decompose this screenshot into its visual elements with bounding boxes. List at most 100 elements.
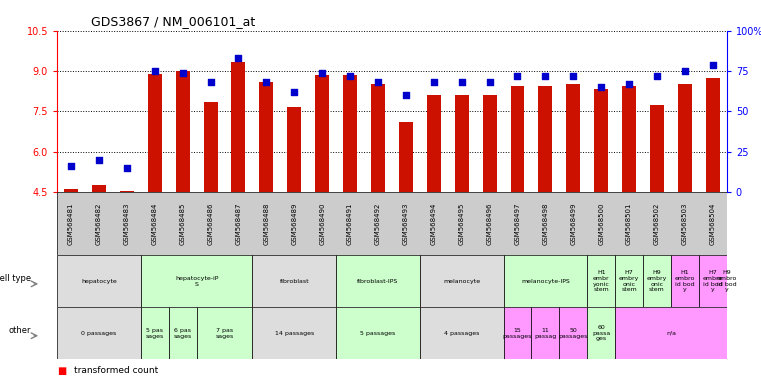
Text: GSM568495: GSM568495 (459, 202, 465, 245)
Text: 15
passages: 15 passages (503, 328, 532, 339)
Bar (57, 255, 141, 307)
Text: GSM568481: GSM568481 (68, 202, 74, 245)
Text: 14 passages: 14 passages (275, 331, 314, 336)
Text: GSM568493: GSM568493 (403, 202, 409, 245)
Text: GDS3867 / NM_006101_at: GDS3867 / NM_006101_at (91, 15, 255, 28)
Bar (371, 84, 385, 192)
Point (316, 70, 328, 76)
Point (707, 61, 719, 68)
Text: ■: ■ (57, 366, 66, 376)
Bar (141, 307, 169, 359)
Point (344, 73, 356, 79)
Point (177, 70, 189, 76)
Point (148, 68, 161, 74)
Text: 60
passa
ges: 60 passa ges (592, 325, 610, 341)
Text: GSM568498: GSM568498 (543, 202, 549, 245)
Text: GSM568501: GSM568501 (626, 202, 632, 245)
Text: 0 passages: 0 passages (81, 331, 116, 336)
Bar (587, 255, 615, 307)
Bar (671, 255, 699, 307)
Text: GSM568492: GSM568492 (375, 202, 381, 245)
Text: GSM568488: GSM568488 (263, 202, 269, 245)
Text: GSM568486: GSM568486 (208, 202, 214, 245)
Text: melanocyte-IPS: melanocyte-IPS (521, 279, 570, 284)
Text: H9
embry
onic
stem: H9 embry onic stem (647, 270, 667, 293)
Text: GSM568482: GSM568482 (96, 202, 102, 245)
Text: H1
embro
id bod
y: H1 embro id bod y (675, 270, 695, 293)
Bar (253, 307, 336, 359)
Bar (204, 102, 218, 192)
Bar (196, 307, 253, 359)
Point (623, 81, 635, 87)
Bar (92, 185, 106, 192)
Point (260, 79, 272, 85)
Bar (615, 307, 727, 359)
Bar (482, 95, 496, 192)
Bar (566, 84, 580, 192)
Bar (141, 255, 253, 307)
Bar (231, 62, 245, 192)
Bar (504, 255, 587, 307)
Text: fibroblast-IPS: fibroblast-IPS (358, 279, 399, 284)
Bar (420, 307, 504, 359)
Text: H1
embr
yonic
stem: H1 embr yonic stem (593, 270, 610, 293)
Point (428, 79, 440, 85)
Point (65, 163, 77, 169)
Bar (699, 255, 727, 307)
Bar (531, 307, 559, 359)
Text: GSM568485: GSM568485 (180, 202, 186, 245)
Bar (57, 307, 141, 359)
Text: H7
embry
onic
stem: H7 embry onic stem (619, 270, 639, 293)
Bar (119, 191, 134, 192)
Point (483, 79, 495, 85)
Bar (678, 84, 692, 192)
Text: 5 passages: 5 passages (361, 331, 396, 336)
Bar (427, 95, 441, 192)
Bar (420, 255, 504, 307)
Text: fibroblast: fibroblast (279, 279, 309, 284)
Point (456, 79, 468, 85)
Bar (587, 307, 615, 359)
Text: 50
passages: 50 passages (559, 328, 588, 339)
Bar (538, 86, 552, 192)
Point (567, 73, 579, 79)
Bar (288, 107, 301, 192)
Text: GSM568483: GSM568483 (124, 202, 130, 245)
Text: hepatocyte-iP
S: hepatocyte-iP S (175, 276, 218, 287)
Bar (315, 75, 329, 192)
Text: GSM568487: GSM568487 (235, 202, 241, 245)
Text: 7 pas
sages: 7 pas sages (215, 328, 234, 339)
Text: GSM568496: GSM568496 (486, 202, 492, 245)
Text: GSM568494: GSM568494 (431, 202, 437, 245)
Point (400, 92, 412, 98)
Bar (511, 86, 524, 192)
Bar (169, 307, 196, 359)
Point (651, 73, 663, 79)
Bar (622, 86, 636, 192)
Text: GSM568504: GSM568504 (710, 202, 716, 245)
Bar (559, 307, 587, 359)
Bar (615, 255, 643, 307)
Point (679, 68, 691, 74)
Point (288, 89, 301, 95)
Bar (336, 307, 420, 359)
Text: H7
embro
id bod
y: H7 embro id bod y (702, 270, 723, 293)
Text: GSM568484: GSM568484 (151, 202, 158, 245)
Bar (336, 255, 420, 307)
Point (121, 165, 133, 171)
Text: GSM568502: GSM568502 (654, 202, 660, 245)
Bar (504, 307, 531, 359)
Text: cell type: cell type (0, 274, 31, 283)
Text: other: other (9, 326, 31, 335)
Bar (650, 104, 664, 192)
Text: GSM568490: GSM568490 (319, 202, 325, 245)
Text: 11
passag: 11 passag (534, 328, 556, 339)
Text: 4 passages: 4 passages (444, 331, 479, 336)
Bar (705, 78, 720, 192)
Text: GSM568500: GSM568500 (598, 202, 604, 245)
Bar (643, 255, 671, 307)
Point (93, 157, 105, 163)
Text: GSM568497: GSM568497 (514, 202, 521, 245)
Text: H9
embro
id bod
y: H9 embro id bod y (717, 270, 737, 293)
Bar (253, 255, 336, 307)
